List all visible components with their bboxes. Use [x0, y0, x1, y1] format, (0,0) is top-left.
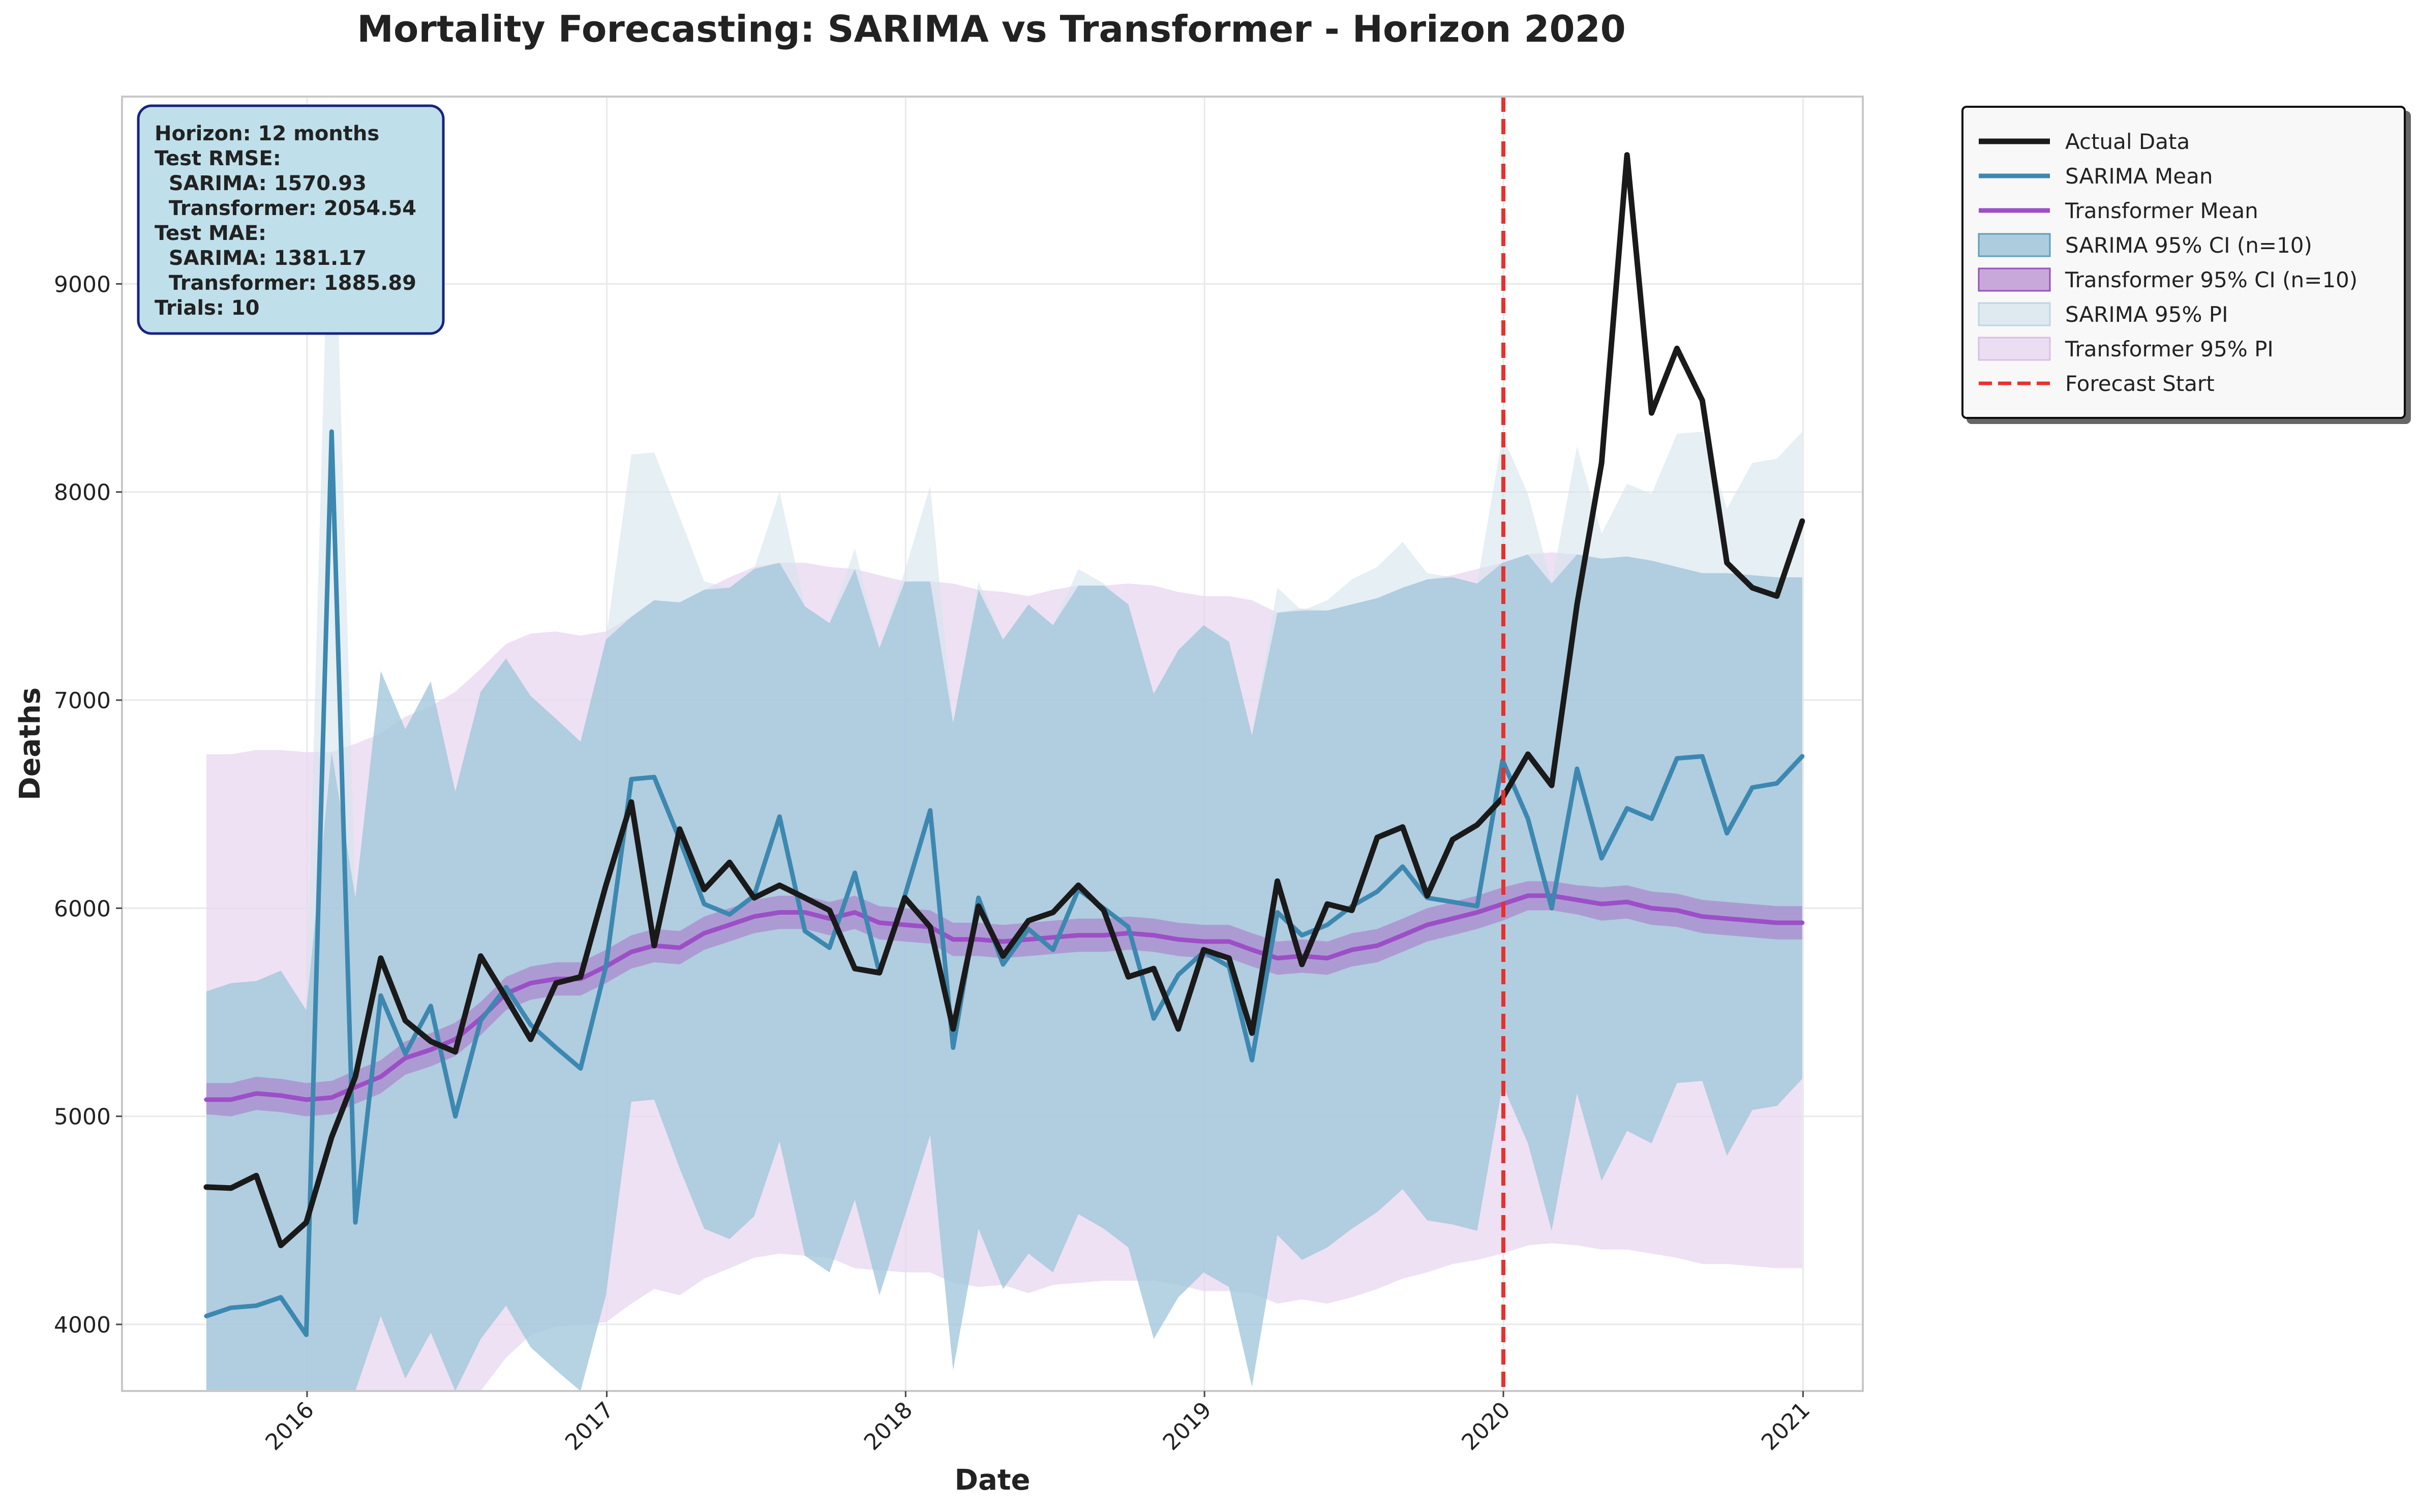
x-tick-label: 2020	[1457, 1397, 1516, 1456]
bands	[206, 97, 1802, 1391]
y-axis-label: Deaths	[14, 687, 47, 800]
series-lines	[203, 97, 1805, 1391]
actual-data-line	[203, 152, 1805, 1248]
legend-label: Transformer Mean	[2065, 198, 2258, 223]
transformer-ci-band	[206, 881, 1802, 1116]
legend-label: Transformer 95% PI	[2065, 337, 2274, 361]
legend-item: Actual Data	[1979, 129, 2190, 154]
info-box-line: SARIMA: 1570.93	[155, 172, 367, 195]
info-box-line: Horizon: 12 months	[155, 122, 379, 145]
legend-item: Transformer 95% PI	[1978, 337, 2274, 361]
legend-item: Transformer 95% CI (n=10)	[1978, 267, 2357, 292]
y-tick-label: 8000	[54, 480, 111, 506]
legend-label: Forecast Start	[2065, 371, 2215, 396]
x-tick-label: 2021	[1757, 1397, 1815, 1456]
info-box-line: Transformer: 2054.54	[155, 197, 416, 220]
y-tick-label: 6000	[54, 896, 111, 922]
y-tick-label: 5000	[54, 1104, 111, 1130]
legend-label: SARIMA 95% CI (n=10)	[2065, 233, 2312, 258]
info-box-line: Trials: 10	[155, 296, 259, 320]
legend-item: SARIMA 95% PI	[1978, 302, 2228, 327]
info-box-line: Test RMSE:	[155, 147, 281, 170]
x-tick-label: 2016	[261, 1397, 319, 1456]
x-tick-label: 2019	[1158, 1397, 1217, 1456]
legend-swatch-sarima-ci	[1978, 233, 2051, 257]
x-tick-label: 2017	[560, 1397, 619, 1456]
sarima-mean-line	[204, 429, 1805, 1337]
legend-swatch-transformer-ci	[1978, 267, 2051, 292]
y-tick-label: 4000	[54, 1312, 111, 1338]
legend-swatch-transformer-pi	[1978, 337, 2051, 361]
info-box-background	[137, 104, 445, 335]
legend-label: Transformer 95% CI (n=10)	[2065, 267, 2357, 292]
legend-swatch-sarima-pi	[1978, 302, 2051, 326]
legend-item: Forecast Start	[1979, 371, 2215, 396]
legend-item: Transformer Mean	[1979, 198, 2258, 223]
legend-label: Actual Data	[2065, 129, 2190, 154]
legend-label: SARIMA 95% PI	[2065, 302, 2228, 327]
info-box-line: SARIMA: 1381.17	[155, 247, 367, 270]
transformer-mean-line	[204, 893, 1805, 1102]
legend: Actual Data SARIMA Mean Transformer Mean SA…	[1961, 106, 2406, 419]
legend-label: SARIMA Mean	[2065, 164, 2213, 189]
legend-item: SARIMA Mean	[1979, 164, 2213, 189]
legend-item: SARIMA 95% CI (n=10)	[1978, 233, 2312, 258]
x-tick-label: 2018	[859, 1397, 918, 1456]
x-axis-label: Date	[954, 1464, 1030, 1497]
info-box-line: Test MAE:	[155, 222, 266, 245]
y-tick-label: 7000	[54, 688, 111, 714]
plot-area-frame	[121, 96, 1864, 1392]
chart-title: Mortality Forecasting: SARIMA vs Transfo…	[357, 8, 1626, 50]
info-box-line: Transformer: 1885.89	[155, 271, 416, 295]
legend-frame	[1961, 106, 2406, 419]
y-tick-label: 9000	[54, 271, 111, 297]
sarima-ci-band	[206, 554, 1802, 1391]
sarima-pi-band	[206, 97, 1802, 1391]
